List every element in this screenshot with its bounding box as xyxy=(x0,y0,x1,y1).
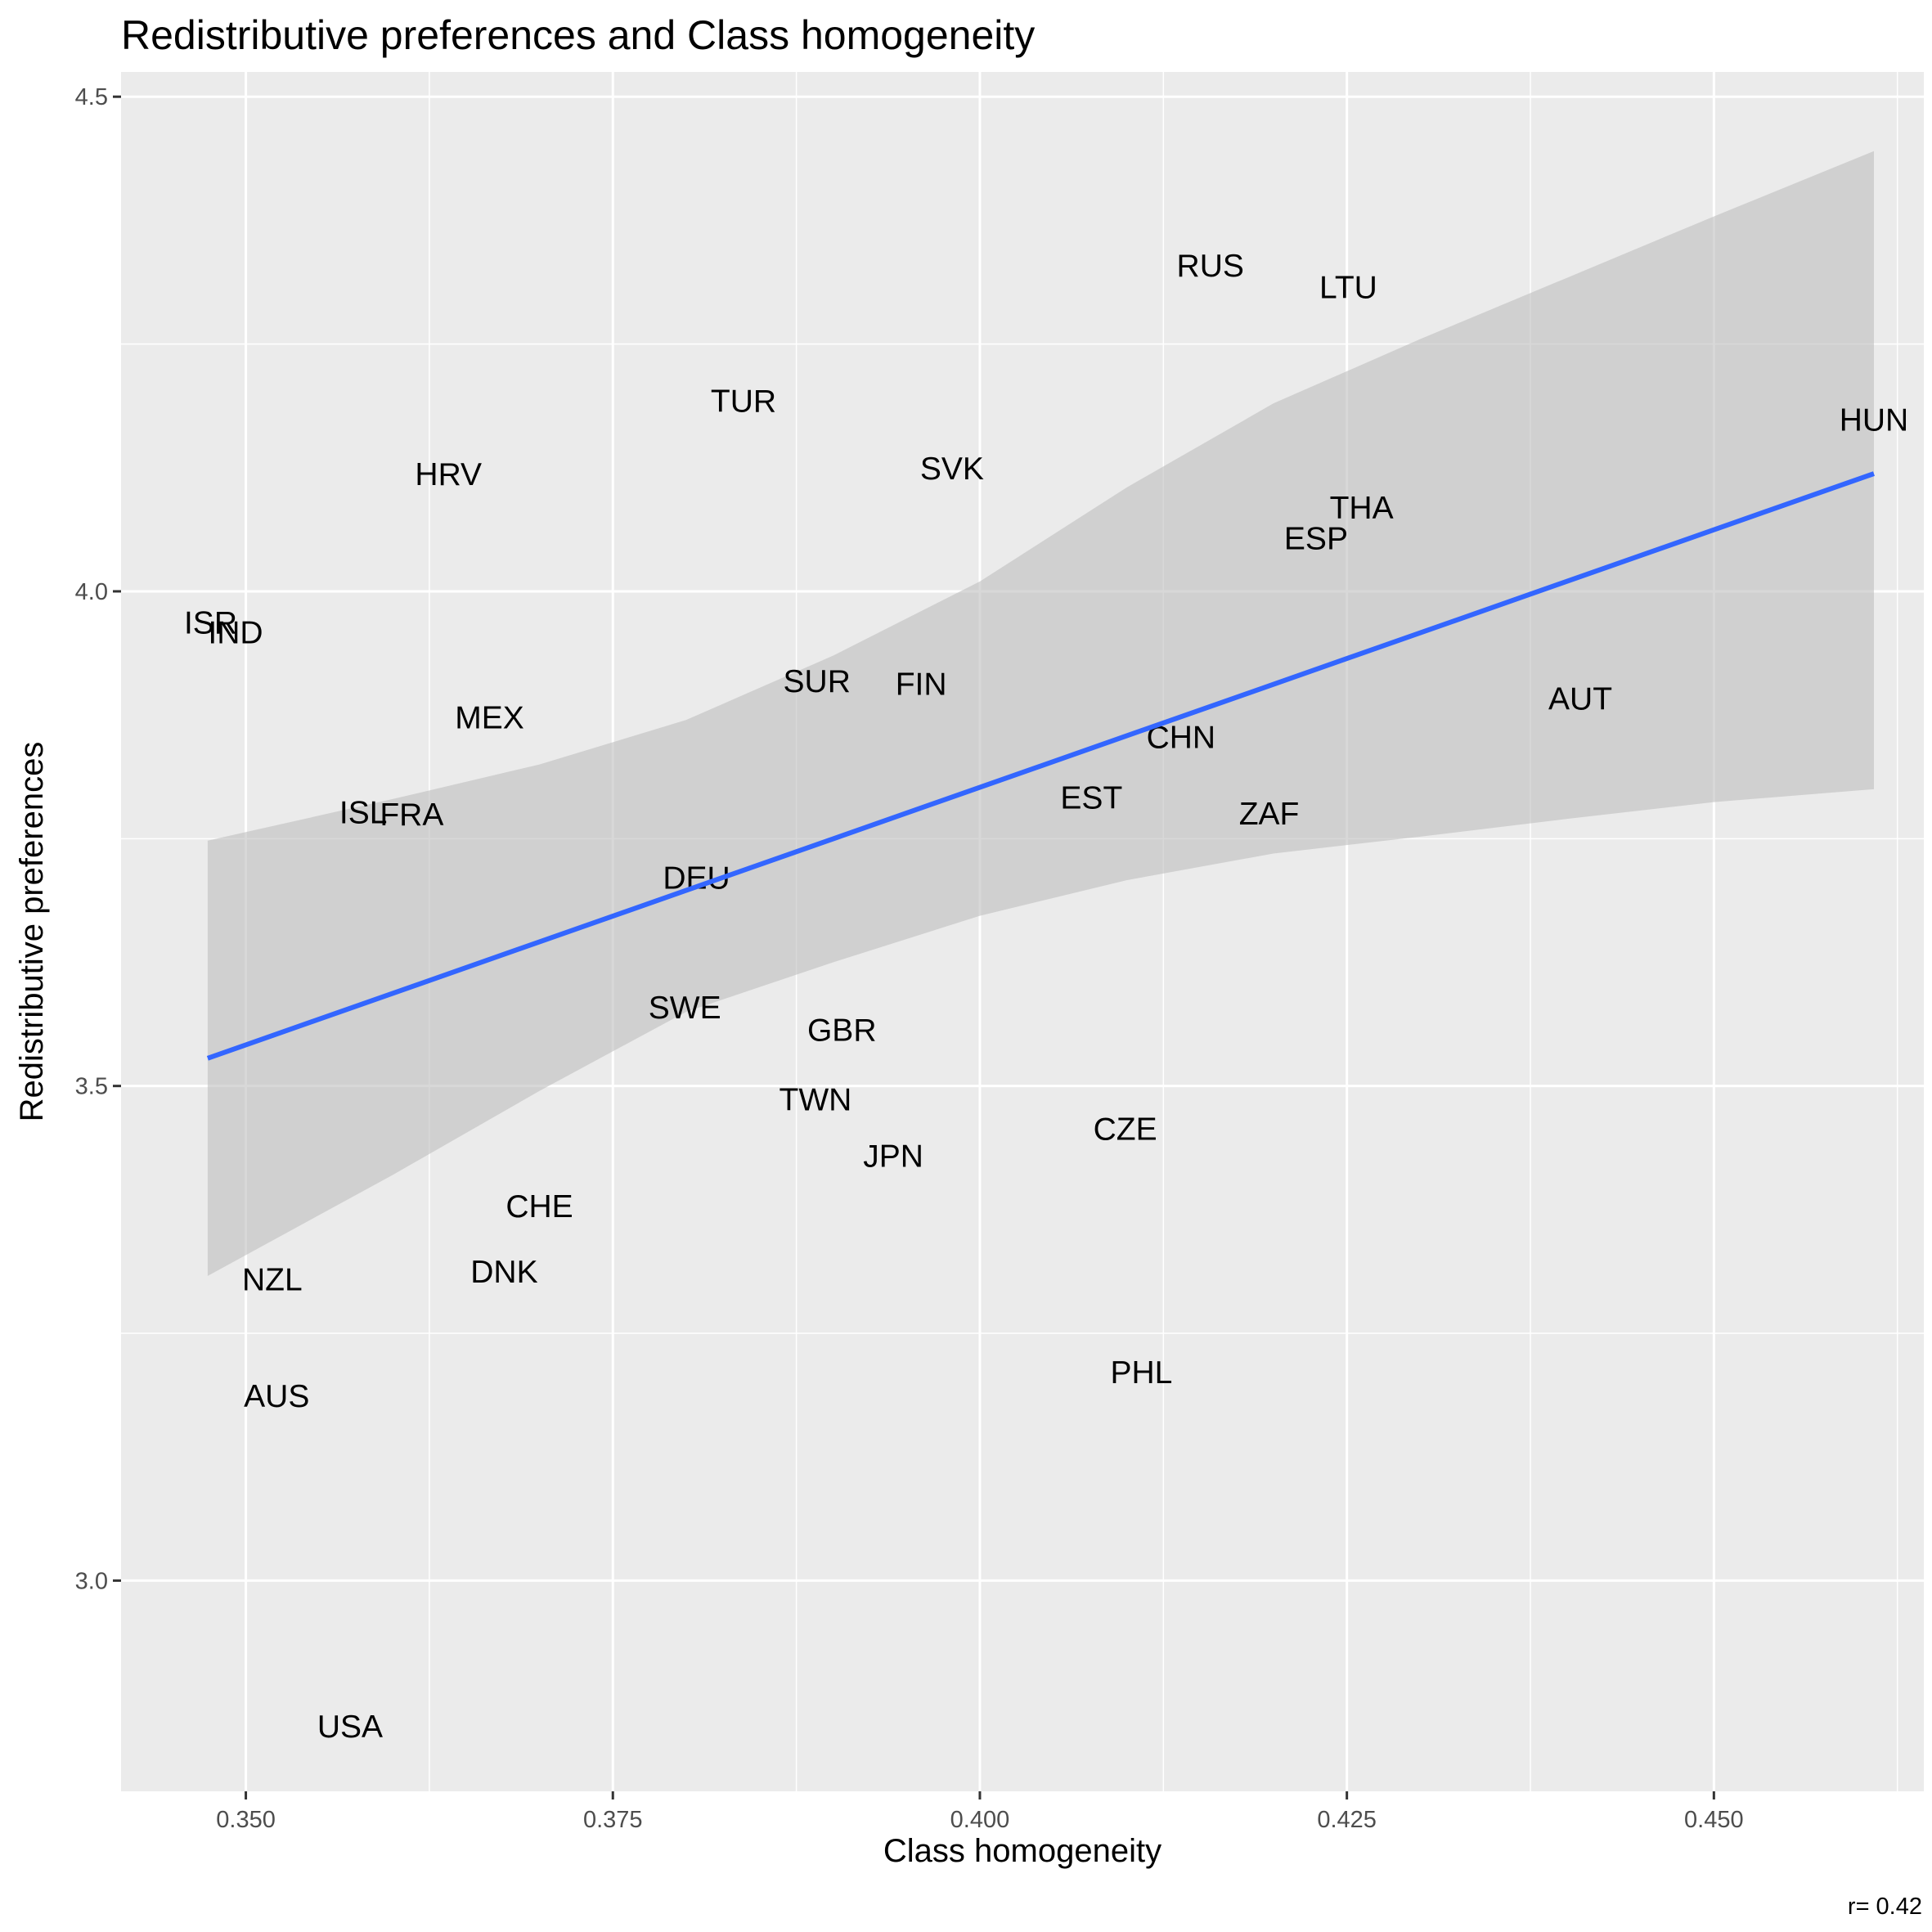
country-label-hrv: HRV xyxy=(415,457,482,492)
country-label-esp: ESP xyxy=(1284,522,1348,557)
country-label-aut: AUT xyxy=(1548,682,1612,717)
country-label-swe: SWE xyxy=(649,991,721,1026)
country-label-svk: SVK xyxy=(920,452,984,487)
x-axis-title: Class homogeneity xyxy=(883,1833,1161,1869)
x-tick-label-4: 0.450 xyxy=(1684,1807,1744,1833)
x-tick-label-0: 0.350 xyxy=(216,1807,276,1833)
country-label-isl: ISL xyxy=(339,796,388,831)
chart-title: Redistributive preferences and Class hom… xyxy=(121,12,1035,58)
regression-line xyxy=(206,471,1875,1061)
country-label-sur: SUR xyxy=(784,664,851,699)
country-label-isr: ISR xyxy=(184,605,237,640)
country-label-hun: HUN xyxy=(1840,403,1909,438)
country-label-rus: RUS xyxy=(1177,249,1244,284)
country-label-tur: TUR xyxy=(711,384,776,420)
country-label-dnk: DNK xyxy=(470,1255,537,1290)
country-label-fin: FIN xyxy=(896,667,947,702)
country-label-tha: THA xyxy=(1330,491,1394,526)
y-tick-label-1: 3.5 xyxy=(75,1074,108,1100)
x-tick-label-2: 0.400 xyxy=(950,1807,1010,1833)
trend-line-layer xyxy=(206,471,1875,1061)
correlation-caption: r= 0.42 xyxy=(1848,1894,1922,1920)
y-tick-label-2: 4.0 xyxy=(75,579,108,605)
country-label-usa: USA xyxy=(317,1710,383,1745)
y-axis-title: Redistributive preferences xyxy=(14,742,50,1122)
x-tick-label-3: 0.425 xyxy=(1317,1807,1377,1833)
country-label-jpn: JPN xyxy=(863,1139,923,1174)
axes: 0.350 0.375 0.400 0.425 0.450 3.0 3.5 4.0 4.5 xyxy=(75,84,1744,1833)
country-label-nzl: NZL xyxy=(242,1263,303,1298)
country-label-mex: MEX xyxy=(455,701,524,736)
y-tick-label-3: 4.5 xyxy=(75,84,108,110)
country-label-gbr: GBR xyxy=(807,1013,877,1049)
country-label-zaf: ZAF xyxy=(1239,797,1300,832)
country-label-aus: AUS xyxy=(244,1379,309,1414)
y-tick-label-0: 3.0 xyxy=(75,1568,108,1594)
country-label-cze: CZE xyxy=(1094,1112,1157,1148)
country-label-che: CHE xyxy=(505,1189,573,1224)
country-label-phl: PHL xyxy=(1110,1355,1172,1391)
confidence-band-layer xyxy=(207,151,1874,1276)
country-label-ind: IND xyxy=(208,616,263,651)
country-label-twn: TWN xyxy=(780,1082,852,1117)
confidence-band xyxy=(207,151,1874,1276)
country-label-fra: FRA xyxy=(380,798,443,833)
country-label-est: EST xyxy=(1060,781,1122,816)
x-tick-label-1: 0.375 xyxy=(583,1807,643,1833)
country-label-ltu: LTU xyxy=(1319,270,1377,305)
